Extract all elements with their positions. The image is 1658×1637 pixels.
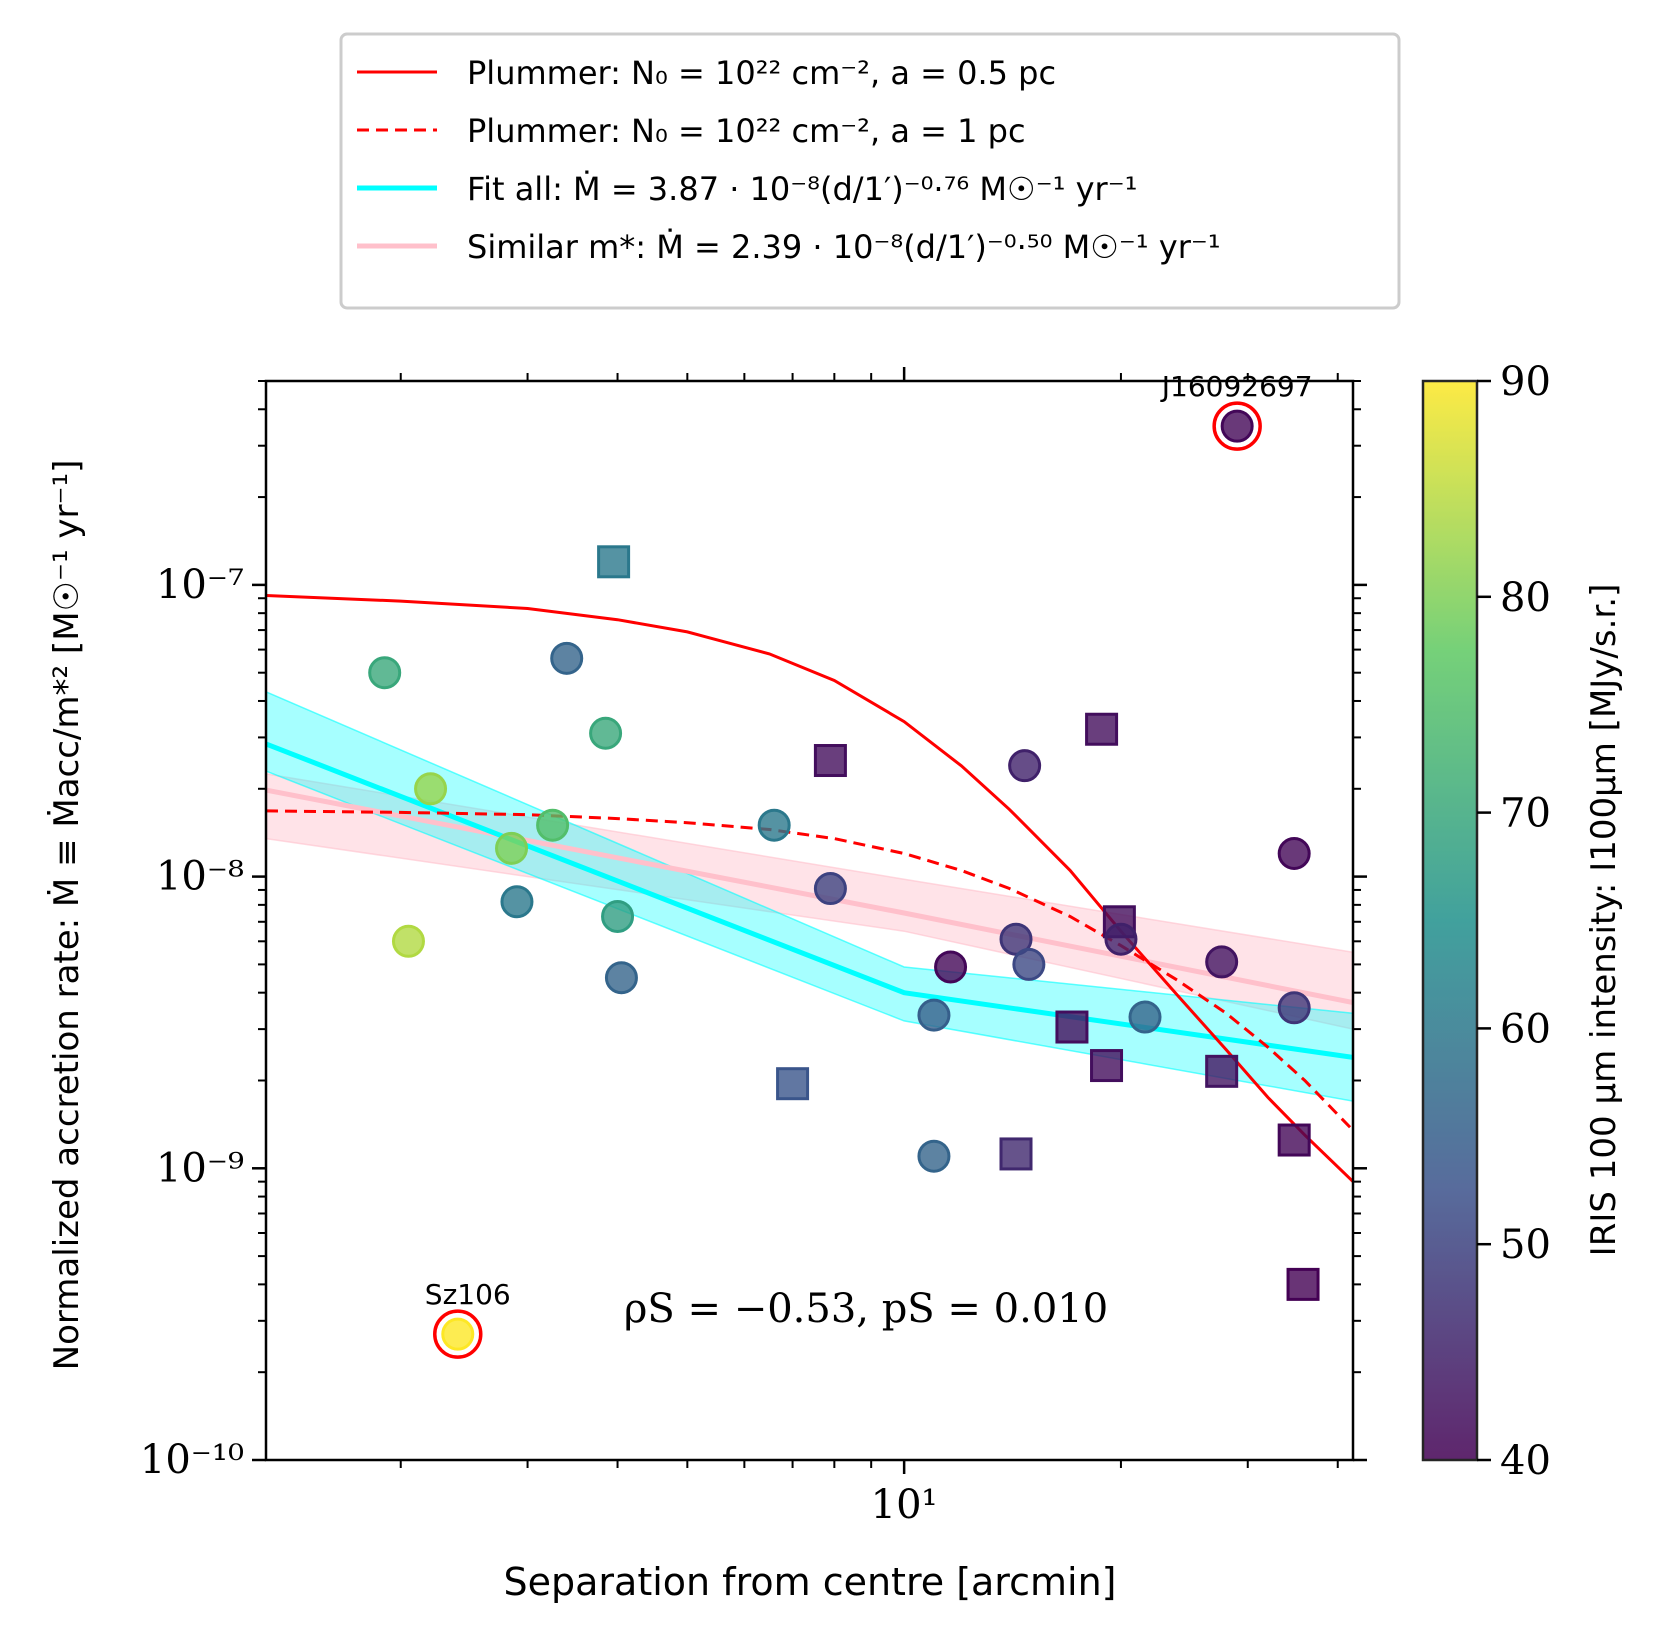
data-point-square-34 <box>1277 1123 1311 1157</box>
colorbar-tick-label-1: 50 <box>1500 1222 1551 1268</box>
y-tick-label-1: 10⁻⁹ <box>156 1145 244 1191</box>
data-point-circle-12 <box>757 808 791 842</box>
data-point-circle-31 <box>1220 409 1254 443</box>
colorbar: 40 50 60 70 80 90 IRIS 100 μm intensity: I100… <box>1421 359 1624 1484</box>
plummer-a05-line <box>266 594 1353 1183</box>
data-point-circle-4 <box>495 831 529 865</box>
data-point-circle-14 <box>813 872 847 906</box>
data-point-circle-0 <box>368 656 402 690</box>
data-point-circle-29 <box>1205 945 1239 979</box>
spearman-annotation: ρS = −0.53, pS = 0.010 <box>624 1286 1108 1332</box>
legend-label-plummer_a1: Plummer: N₀ = 10²² cm⁻², a = 1 pc <box>467 112 1026 150</box>
data-point-square-11 <box>597 545 631 579</box>
data-point-square-20 <box>999 1137 1033 1171</box>
data-point-square-25 <box>1090 1049 1124 1083</box>
data-point-circle-2 <box>391 924 425 958</box>
data-point-circle-7 <box>550 641 584 675</box>
similar-m-line <box>266 787 1353 1006</box>
data-point-circle-18 <box>934 950 968 984</box>
data-point-circle-5 <box>500 885 534 919</box>
data-point-circle-9 <box>601 899 635 933</box>
data-point-square-35 <box>1286 1267 1320 1301</box>
similar-m-band <box>266 773 1353 1030</box>
data-point-circle-10 <box>604 961 638 995</box>
highlight-ring-0 <box>1212 401 1262 451</box>
data-point-circle-33 <box>1277 991 1311 1025</box>
y-tick-label-2: 10⁻⁸ <box>156 854 244 900</box>
data-point-circle-28 <box>1128 1000 1162 1034</box>
plot-area: J16092697 Sz106 10¹ 10⁻¹⁰ 10⁻⁹ 10⁻⁸ 10⁻⁷ ρS =… <box>140 367 1367 1528</box>
y-axis-label: Normalized accretion rate: Ṁ ≡ Ṁacc/m*² … <box>47 460 87 1371</box>
colorbar-tick-label-5: 90 <box>1500 359 1551 405</box>
colorbar-label: IRIS 100 μm intensity: I100μm [MJy/s.r.] <box>1584 584 1624 1257</box>
colorbar-tick-label-4: 80 <box>1500 575 1551 621</box>
data-point-square-24 <box>1085 712 1119 746</box>
legend-frame <box>339 32 1401 310</box>
point-label-1: Sz106 <box>425 1278 511 1311</box>
data-point-circle-3 <box>441 1317 475 1351</box>
data-point-circle-21 <box>1008 749 1042 783</box>
data-point-circle-6 <box>536 808 570 842</box>
legend-label-plummer_a05: Plummer: N₀ = 10²² cm⁻², a = 0.5 pc <box>467 54 1056 92</box>
point-label-0: J16092697 <box>1160 370 1313 403</box>
fit-all-line <box>266 741 1353 1060</box>
colorbar-tick-label-0: 40 <box>1500 1438 1551 1484</box>
highlight-ring-1 <box>433 1309 483 1359</box>
data-point-circle-32 <box>1277 836 1311 870</box>
y-tick-label-0: 10⁻¹⁰ <box>140 1437 244 1483</box>
data-point-square-13 <box>776 1067 810 1101</box>
data-point-square-30 <box>1205 1054 1239 1088</box>
x-tick-label-0: 10¹ <box>871 1482 938 1528</box>
data-point-square-23 <box>1055 1010 1089 1044</box>
fit-all-band <box>266 690 1353 1102</box>
legend-label-similar_m: Similar m*: Ṁ = 2.39 · 10⁻⁸(d/1′)⁻⁰·⁵⁰ M… <box>467 228 1221 266</box>
colorbar-tick-label-2: 60 <box>1500 1006 1551 1052</box>
axes-frame <box>264 379 1355 1462</box>
data-point-circle-16 <box>917 998 951 1032</box>
legend: Plummer: N₀ = 10²² cm⁻², a = 0.5 pc Plumm… <box>339 32 1401 310</box>
x-axis-label: Separation from centre [arcmin] <box>504 1560 1117 1604</box>
legend-label-fit_all: Fit all: Ṁ = 3.87 · 10⁻⁸(d/1′)⁻⁰·⁷⁶ M☉⁻¹… <box>467 170 1137 208</box>
y-tick-label-3: 10⁻⁷ <box>156 562 244 608</box>
data-point-circle-1 <box>414 772 448 806</box>
data-point-circle-27 <box>1104 922 1138 956</box>
data-point-square-15 <box>813 744 847 778</box>
data-point-circle-17 <box>917 1139 951 1173</box>
colorbar-tick-label-3: 70 <box>1500 791 1551 837</box>
colorbar-bar <box>1421 379 1479 1462</box>
data-point-circle-22 <box>1012 947 1046 981</box>
data-point-circle-8 <box>589 716 623 750</box>
